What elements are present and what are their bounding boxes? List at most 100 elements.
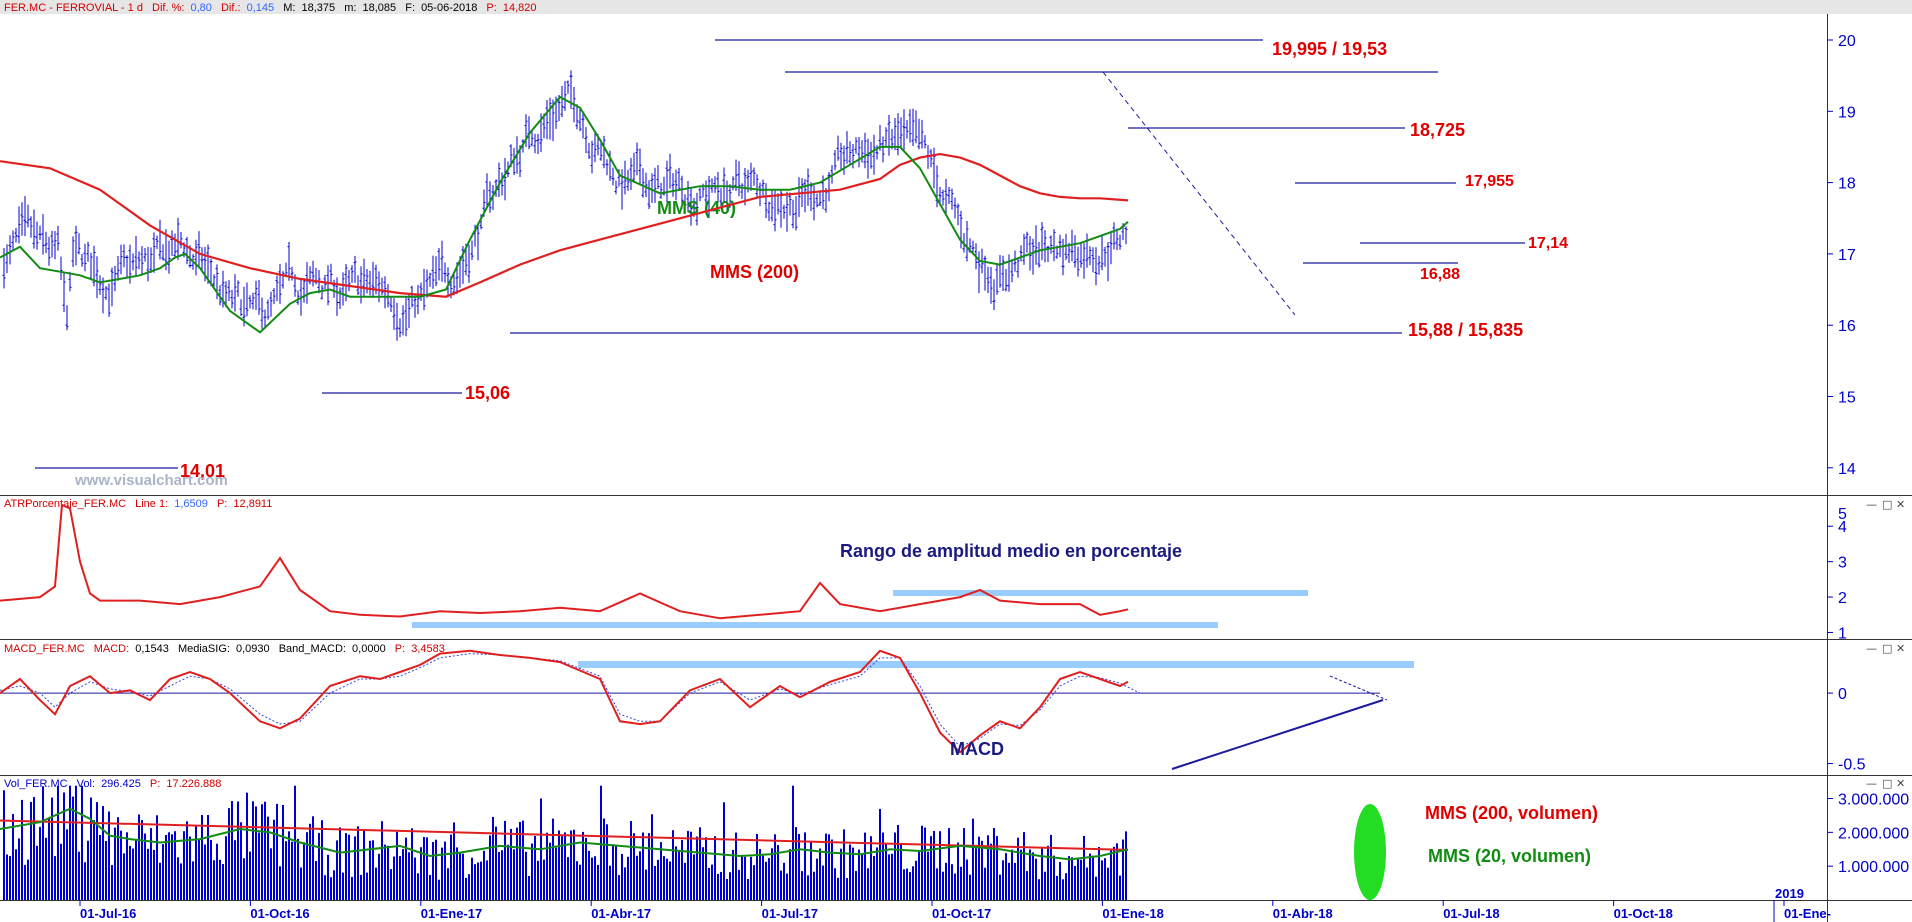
volume-bar (117, 817, 119, 900)
volume-bar (840, 848, 842, 900)
volume-bar (54, 856, 56, 900)
close-icon[interactable]: ✕ (1896, 498, 1905, 511)
volume-bar (447, 868, 449, 900)
volume-bar (78, 851, 80, 900)
volume-bar (600, 785, 602, 900)
volume-bar (132, 848, 134, 900)
volume-bar (552, 818, 554, 900)
volume-bar (114, 827, 116, 900)
volume-bar (294, 785, 296, 900)
volume-bar (732, 849, 734, 900)
volume-bar (378, 853, 380, 900)
level-label-1714: 17,14 (1528, 235, 1568, 252)
volume-bar (576, 861, 578, 900)
volume-bar (948, 828, 950, 900)
volume-bar (81, 785, 83, 900)
volume-bar (783, 862, 785, 900)
minimize-icon[interactable]: — (1866, 642, 1877, 655)
volume-bar (888, 854, 890, 900)
maximize-icon[interactable]: □ (1882, 642, 1892, 655)
volume-bar (138, 814, 140, 900)
volume-bar (1080, 859, 1082, 900)
volume-bar (603, 818, 605, 900)
volume-bar (639, 851, 641, 900)
volume-bar (570, 830, 572, 900)
close-icon[interactable]: ✕ (1896, 642, 1905, 655)
volume-bar (282, 805, 284, 900)
volume-bar (933, 831, 935, 900)
volume-bar (627, 856, 629, 900)
volume-bar (1032, 852, 1034, 900)
level-label-19995: 19,995 / 19,53 (1272, 39, 1387, 59)
volume-bar (1053, 855, 1055, 900)
volume-bar (234, 840, 236, 900)
volume-bar (411, 828, 413, 900)
volume-bar (1017, 837, 1019, 900)
volume-bar (789, 849, 791, 900)
volume-bar (240, 822, 242, 900)
volume-bar (3, 790, 5, 900)
maximize-icon[interactable]: □ (1882, 777, 1892, 790)
volume-bar (405, 837, 407, 900)
volume-bar (549, 842, 551, 900)
volume-bar (1047, 845, 1049, 900)
volume-bar (816, 858, 818, 900)
volume-bars (3, 785, 1127, 900)
volume-bar (735, 832, 737, 900)
volume-bar (324, 875, 326, 900)
volume-bar (153, 849, 155, 900)
volume-panel-controls[interactable]: — □ ✕ (1866, 777, 1905, 790)
volume-bar (564, 832, 566, 900)
annotation-vol-mms200: MMS (200, volumen) (1425, 803, 1598, 823)
price-header: FER.MC - FERROVIAL - 1 d Dif. %: 0,80 Di… (4, 2, 537, 14)
volume-bar (1077, 857, 1079, 900)
volume-bar (369, 840, 371, 900)
close-icon[interactable]: ✕ (1896, 777, 1905, 790)
minimize-icon[interactable]: — (1866, 777, 1877, 790)
volume-bar (363, 830, 365, 900)
volume-bar (297, 838, 299, 900)
volume-bar (1086, 867, 1088, 900)
volume-bar (129, 846, 131, 900)
volume-bar (912, 866, 914, 900)
annotation-mms40: MMS (40) (657, 198, 736, 218)
volume-bar (729, 872, 731, 900)
volume-bar (771, 848, 773, 900)
volume-bar (336, 840, 338, 900)
volume-bar (159, 862, 161, 900)
volume-bar (276, 803, 278, 900)
volume-bar (57, 785, 59, 900)
volume-bar (396, 831, 398, 900)
minimize-icon[interactable]: — (1866, 498, 1877, 511)
volume-bar (150, 828, 152, 900)
volume-bar (963, 828, 965, 900)
volume-bar (960, 866, 962, 900)
volume-bar (1107, 867, 1109, 900)
volume-bar (393, 856, 395, 900)
atr-panel-controls[interactable]: — □ ✕ (1866, 498, 1905, 511)
volume-bar (702, 847, 704, 900)
volume-bar (1041, 847, 1043, 900)
volume-bar (312, 816, 314, 900)
volume-bar (84, 862, 86, 900)
volume-bar (468, 874, 470, 900)
volume-bar (1008, 862, 1010, 900)
y-tick-label: 14 (1838, 461, 1856, 478)
volume-bar (759, 849, 761, 900)
volume-bar (1062, 879, 1064, 900)
maximize-icon[interactable]: □ (1882, 498, 1892, 511)
volume-bar (621, 854, 623, 900)
volume-bar (432, 842, 434, 900)
volume-bar (195, 825, 197, 900)
volume-bar (1110, 850, 1112, 900)
volume-bar (591, 857, 593, 900)
macd-panel-controls[interactable]: — □ ✕ (1866, 642, 1905, 655)
level-label-18725: 18,725 (1410, 120, 1465, 140)
volume-bar (69, 785, 71, 900)
x-tick-label: 01-Abr-17 (591, 906, 651, 921)
volume-bar (327, 854, 329, 900)
volume-bar (429, 874, 431, 900)
level-lines (35, 39, 1525, 770)
volume-bar (585, 837, 587, 900)
